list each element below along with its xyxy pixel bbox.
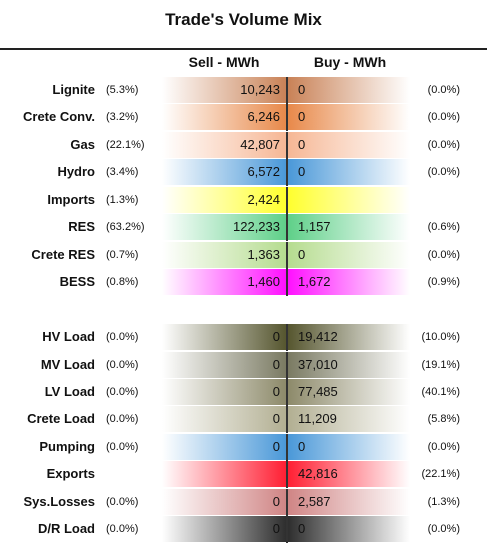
row-label: Lignite — [52, 82, 95, 97]
divider — [286, 461, 288, 489]
sell-percent: (0.0%) — [106, 331, 139, 344]
buy-percent: (0.0%) — [427, 111, 460, 124]
row-label: Hydro — [57, 164, 95, 180]
divider — [286, 324, 288, 352]
divider — [286, 104, 288, 132]
divider — [286, 406, 288, 434]
divider — [286, 378, 288, 406]
buy-cell: 19,412 — [288, 324, 410, 351]
divider — [286, 77, 288, 104]
sell-cell: 10,243 — [162, 77, 286, 103]
buy-cell: 0 — [288, 433, 410, 460]
sell-percent: (0.0%) — [106, 413, 139, 426]
sell-percent: (0.0%) — [106, 495, 139, 508]
buy-cell: 1,157 — [288, 214, 410, 241]
buy-percent: (0.0%) — [427, 523, 460, 536]
row-label: RES — [68, 219, 95, 235]
buy-percent: (0.9%) — [427, 276, 460, 289]
sell-header: Sell - MWh — [188, 54, 260, 70]
sell-cell — [162, 461, 286, 488]
sell-cell: 6,246 — [162, 104, 286, 131]
sell-percent: (0.0%) — [106, 440, 139, 453]
buy-cell: 0 — [288, 77, 410, 103]
buy-percent: (1.3%) — [427, 495, 460, 508]
sell-cell: 0 — [162, 406, 286, 433]
buy-cell: 37,010 — [288, 351, 410, 378]
row-label: BESS — [59, 274, 95, 290]
row-label: Pumping — [39, 438, 95, 454]
divider — [286, 269, 288, 297]
row-label: Sys.Losses — [23, 493, 95, 509]
buy-cell: 77,485 — [288, 378, 410, 405]
divider — [286, 351, 288, 379]
buy-percent: (0.0%) — [427, 84, 460, 96]
sell-cell: 0 — [162, 516, 286, 543]
sell-cell: 0 — [162, 488, 286, 515]
sell-percent: (0.7%) — [106, 248, 139, 261]
buy-cell: 1,672 — [288, 269, 410, 296]
sell-percent: (1.3%) — [106, 193, 139, 206]
buy-cell — [288, 186, 410, 213]
buy-percent: (22.1%) — [421, 468, 460, 481]
row-label: Exports — [46, 466, 95, 482]
sell-percent: (0.0%) — [106, 385, 139, 398]
sell-percent: (0.0%) — [106, 358, 139, 371]
divider — [286, 131, 288, 159]
divider — [286, 241, 288, 269]
buy-cell: 0 — [288, 159, 410, 186]
sell-cell: 6,572 — [162, 159, 286, 186]
row-label: LV Load — [44, 383, 95, 399]
sell-percent: (3.2%) — [106, 111, 139, 124]
buy-cell: 0 — [288, 516, 410, 543]
buy-cell: 0 — [288, 241, 410, 268]
row-label: Gas — [70, 136, 95, 152]
header-rule — [0, 48, 487, 50]
sell-percent: (0.0%) — [106, 523, 139, 536]
buy-cell: 2,587 — [288, 488, 410, 515]
buy-cell: 0 — [288, 104, 410, 131]
buy-percent: (0.0%) — [427, 166, 460, 179]
buy-cell: 11,209 — [288, 406, 410, 433]
buy-cell: 0 — [288, 131, 410, 158]
buy-cell: 42,816 — [288, 461, 410, 488]
row-label: D/R Load — [37, 521, 95, 537]
sell-cell: 122,233 — [162, 214, 286, 241]
buy-percent: (19.1%) — [421, 358, 460, 371]
row-label: Crete Load — [27, 411, 95, 427]
buy-percent: (0.0%) — [427, 440, 460, 453]
row-label: Crete Conv. — [23, 109, 95, 125]
sell-cell: 42,807 — [162, 131, 286, 158]
divider — [286, 159, 288, 187]
sell-percent: (0.8%) — [106, 276, 139, 289]
buy-percent: (0.6%) — [427, 221, 460, 234]
divider — [286, 488, 288, 516]
row-label: MV Load — [40, 356, 95, 372]
buy-percent: (5.8%) — [427, 413, 460, 426]
divider — [286, 433, 288, 461]
sell-cell: 0 — [162, 351, 286, 378]
buy-percent: (40.1%) — [421, 385, 460, 398]
sell-percent: (22.1%) — [106, 138, 145, 151]
sell-cell: 2,424 — [162, 186, 286, 213]
sell-cell: 0 — [162, 433, 286, 460]
sell-percent: (5.3%) — [106, 84, 139, 96]
sell-cell: 1,460 — [162, 269, 286, 296]
sell-percent: (63.2%) — [106, 221, 145, 234]
sell-percent: (3.4%) — [106, 166, 139, 179]
row-label: Crete RES — [31, 246, 95, 262]
buy-percent: (0.0%) — [427, 248, 460, 261]
buy-percent: (0.0%) — [427, 138, 460, 151]
divider — [286, 516, 288, 544]
sell-cell: 0 — [162, 378, 286, 405]
row-label: HV Load — [42, 329, 95, 345]
title: Trade's Volume Mix — [165, 10, 322, 29]
sell-cell: 1,363 — [162, 241, 286, 268]
buy-percent: (10.0%) — [421, 331, 460, 344]
row-label: Imports — [47, 191, 95, 207]
divider — [286, 214, 288, 242]
sell-cell: 0 — [162, 324, 286, 351]
divider — [286, 186, 288, 214]
buy-header: Buy - MWh — [313, 54, 387, 70]
